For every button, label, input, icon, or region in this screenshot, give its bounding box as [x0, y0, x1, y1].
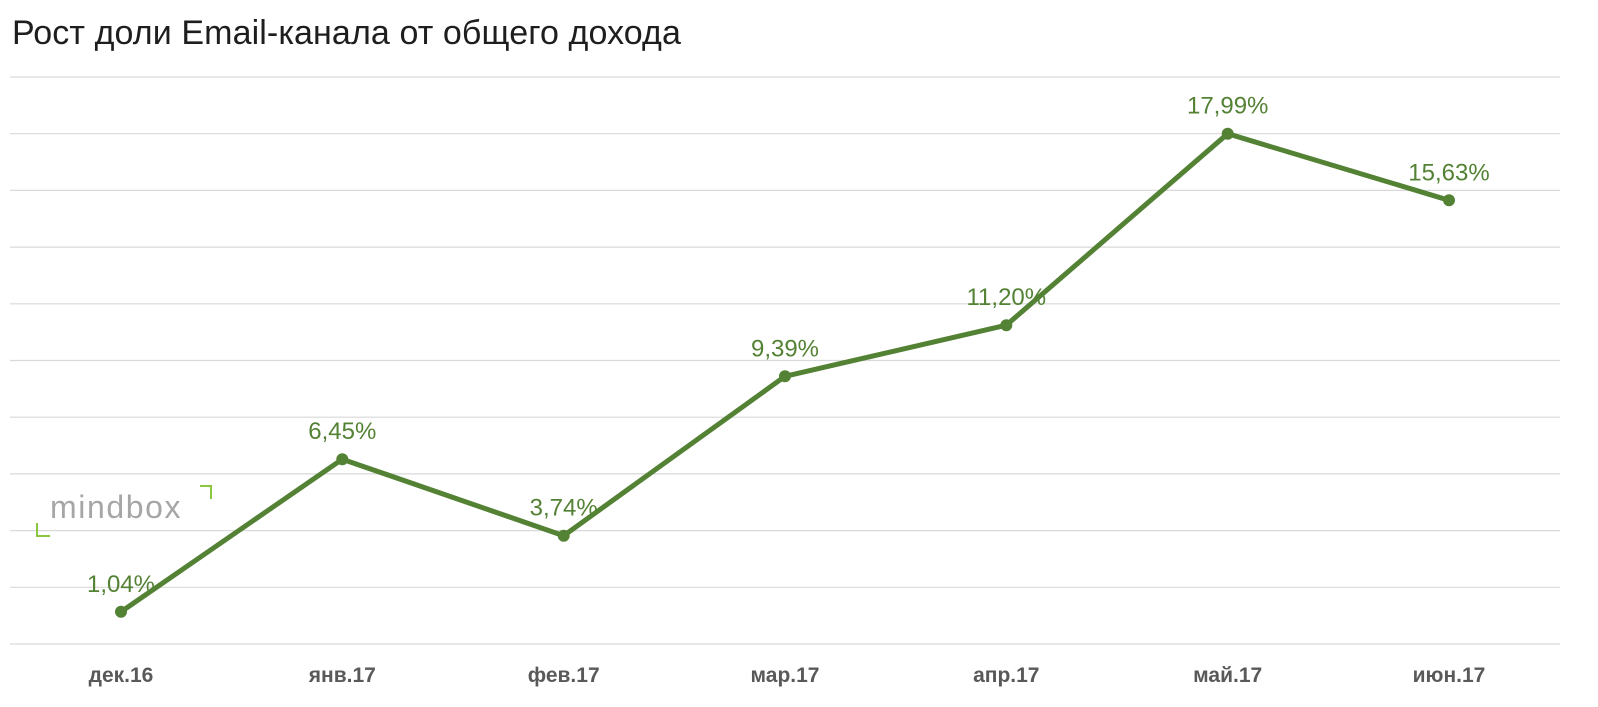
mindbox-logo: mindbox: [36, 485, 212, 537]
chart-title: Рост доли Email-канала от общего дохода: [12, 14, 682, 52]
logo-bracket-top-right: [200, 485, 212, 499]
data-label: 11,20%: [966, 284, 1046, 311]
data-label: 3,74%: [530, 495, 598, 522]
x-tick-label: фев.17: [528, 664, 600, 687]
data-label: 9,39%: [751, 335, 819, 362]
x-tick-label: мар.17: [751, 664, 820, 687]
data-point: [336, 453, 349, 466]
x-axis-tick-labels: дек.16 янв.17 фев.17 мар.17 апр.17 май.17 июн.…: [89, 664, 1486, 687]
gridlines: [10, 76, 1560, 645]
series-points: [115, 127, 1455, 618]
data-point: [557, 529, 570, 542]
data-point: [1000, 319, 1013, 332]
data-label: 1,04%: [87, 571, 155, 598]
logo-bracket-bottom-left: [36, 523, 50, 537]
data-point: [1443, 194, 1455, 207]
data-point: [1221, 127, 1234, 140]
data-point: [115, 605, 127, 618]
data-label: 15,63%: [1408, 159, 1489, 186]
data-label: 6,45%: [308, 418, 376, 445]
x-tick-label: июн.17: [1413, 664, 1486, 687]
data-label: 17,99%: [1187, 93, 1268, 120]
logo-text: mindbox: [50, 489, 183, 525]
x-tick-label: дек.16: [89, 664, 154, 687]
x-tick-label: янв.17: [308, 664, 376, 687]
data-labels: 1,04% 6,45% 3,74% 9,39% 11,20% 17,99% 15,63%: [87, 93, 1490, 598]
x-tick-label: май.17: [1193, 664, 1262, 687]
x-tick-label: апр.17: [973, 664, 1039, 687]
data-point: [779, 370, 791, 383]
